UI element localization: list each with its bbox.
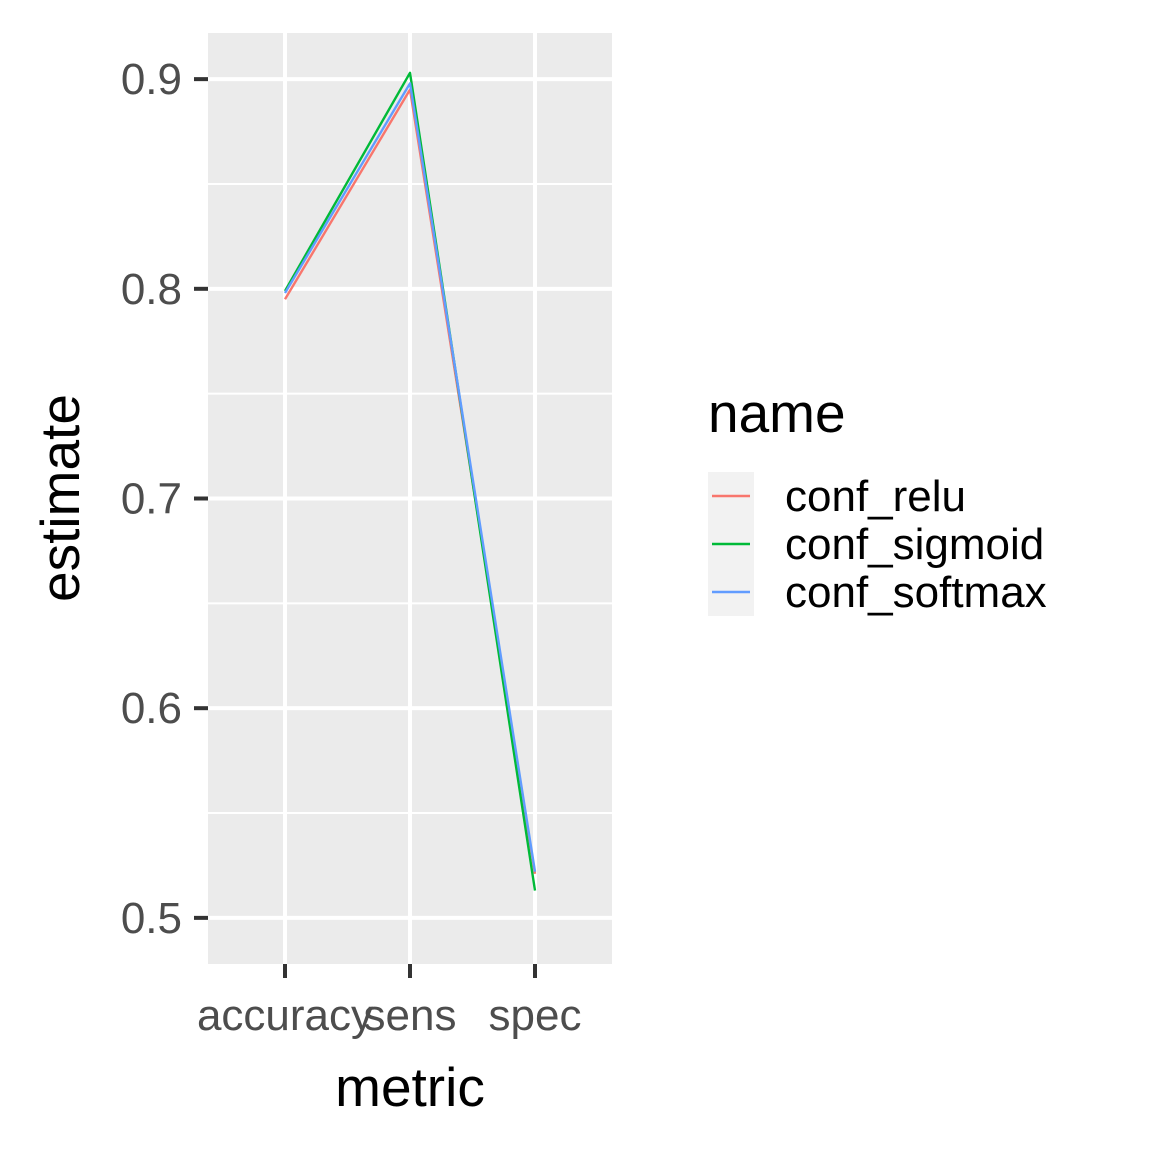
series-lines [283, 71, 537, 891]
x-axis-title: metric [335, 1056, 485, 1118]
y-tick-label: 0.6 [121, 684, 182, 733]
x-tick-label: accuracy [197, 991, 373, 1040]
legend-label: conf_relu [785, 472, 966, 521]
legend-label: conf_sigmoid [785, 520, 1044, 569]
series-line-conf-sigmoid [283, 71, 537, 891]
y-tick-label: 0.9 [121, 55, 182, 104]
legend-label: conf_softmax [785, 568, 1047, 617]
y-axis: 0.5 0.6 0.7 0.8 0.9 [121, 55, 208, 943]
y-axis-title: estimate [29, 394, 91, 602]
x-tick-label: sens [364, 991, 457, 1040]
legend-title: name [708, 382, 846, 444]
x-tick-label: spec [489, 991, 582, 1040]
y-tick-label: 0.7 [121, 475, 182, 524]
y-tick-label: 0.8 [121, 265, 182, 314]
y-tick-label: 0.5 [121, 894, 182, 943]
series-line-conf-softmax [283, 82, 537, 872]
major-gridlines [208, 33, 612, 964]
